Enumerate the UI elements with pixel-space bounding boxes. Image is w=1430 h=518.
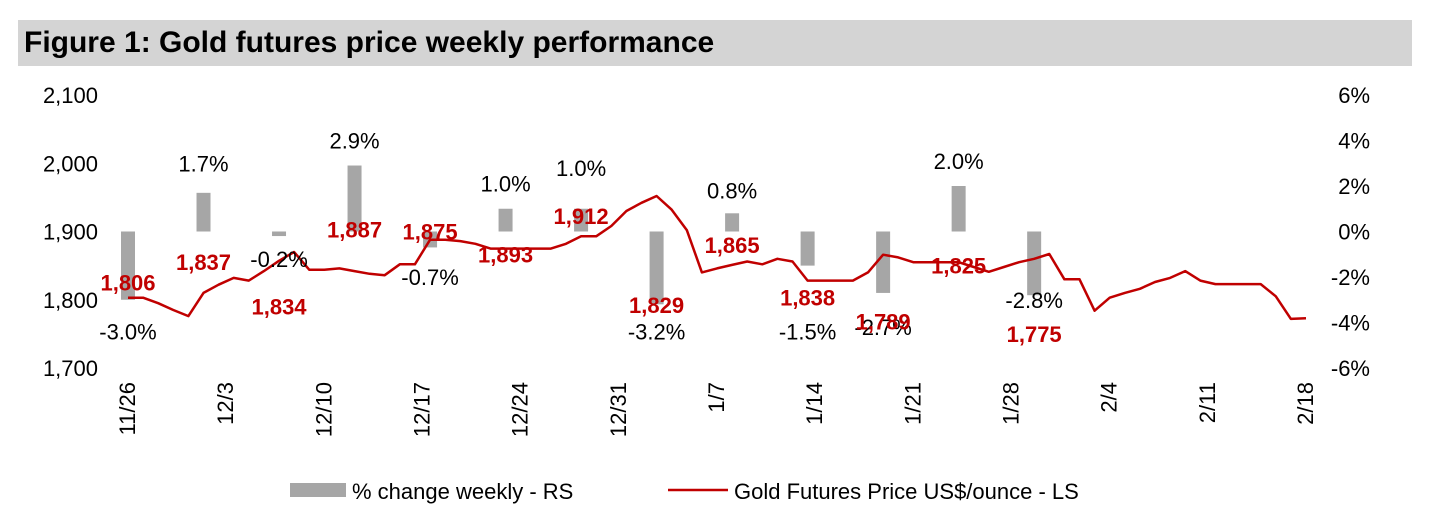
bar-value-label: -2.8% bbox=[1005, 288, 1062, 313]
x-axis-tick-label: 2/18 bbox=[1293, 382, 1318, 425]
bar-value-label: 1.0% bbox=[480, 172, 530, 197]
right-axis-tick-label: 6% bbox=[1338, 83, 1370, 108]
left-axis-tick-label: 2,100 bbox=[43, 83, 98, 108]
right-axis-tick-label: 0% bbox=[1338, 220, 1370, 245]
x-axis-tick-label: 1/14 bbox=[802, 382, 827, 425]
pct-change-bar bbox=[272, 231, 287, 237]
price-value-label: 1,893 bbox=[478, 243, 533, 268]
pct-change-bar bbox=[1027, 231, 1042, 296]
x-axis-tick-label: 12/17 bbox=[410, 382, 435, 437]
price-value-label: 1,837 bbox=[176, 250, 231, 275]
price-value-label: 1,887 bbox=[327, 217, 382, 242]
bar-value-label: 1.0% bbox=[556, 156, 606, 181]
bar-value-label: -3.0% bbox=[99, 320, 156, 345]
x-axis-tick-label: 1/28 bbox=[999, 382, 1024, 425]
x-axis-tick-label: 12/31 bbox=[606, 382, 631, 437]
bar-value-label: 2.9% bbox=[329, 129, 379, 154]
pct-change-bar bbox=[347, 165, 362, 232]
x-axis-tick-label: 1/21 bbox=[900, 382, 925, 425]
legend-line-label: Gold Futures Price US$/ounce - LS bbox=[734, 479, 1079, 504]
price-value-label: 1,834 bbox=[251, 295, 307, 320]
left-axis-tick-label: 1,900 bbox=[43, 220, 98, 245]
x-axis-tick-label: 12/24 bbox=[508, 382, 533, 437]
bar-value-label: -2.7% bbox=[854, 315, 911, 340]
pct-change-bar bbox=[649, 231, 664, 305]
price-value-label: 1,838 bbox=[780, 286, 835, 311]
price-value-label: 1,775 bbox=[1007, 322, 1062, 347]
pct-change-bar bbox=[574, 208, 589, 232]
right-axis-tick-label: 2% bbox=[1338, 174, 1370, 199]
pct-change-bar bbox=[498, 208, 513, 232]
x-axis-tick-label: 1/7 bbox=[704, 382, 729, 413]
figure-title-bar: Figure 1: Gold futures price weekly perf… bbox=[18, 20, 1412, 66]
price-value-label: 1,825 bbox=[931, 254, 986, 279]
right-axis-tick-label: -6% bbox=[1331, 356, 1370, 381]
right-axis-tick-label: -4% bbox=[1331, 311, 1370, 336]
pct-change-bar bbox=[196, 192, 211, 232]
x-axis-tick-label: 2/4 bbox=[1097, 382, 1122, 413]
x-axis-tick-label: 2/11 bbox=[1195, 382, 1220, 423]
left-axis-tick-label: 1,700 bbox=[43, 356, 98, 381]
right-axis-tick-label: 4% bbox=[1338, 129, 1370, 154]
right-axis-tick-label: -2% bbox=[1331, 265, 1370, 290]
bar-value-label: -1.5% bbox=[779, 320, 836, 345]
price-value-label: 1,829 bbox=[629, 293, 684, 318]
pct-change-bar bbox=[951, 186, 966, 232]
x-axis-tick-label: 12/10 bbox=[311, 382, 336, 437]
price-value-label: 1,806 bbox=[100, 271, 155, 296]
price-value-label: 1,789 bbox=[856, 310, 911, 335]
price-value-label: 1,912 bbox=[554, 204, 609, 229]
pct-change-bar bbox=[800, 231, 815, 266]
left-axis-tick-label: 1,800 bbox=[43, 288, 98, 313]
gold-price-line bbox=[128, 194, 1307, 321]
x-axis-tick-label: 11/26 bbox=[115, 382, 140, 435]
pct-change-bar bbox=[725, 213, 740, 232]
bar-value-label: 0.8% bbox=[707, 179, 757, 204]
bar-value-label: -0.2% bbox=[250, 247, 307, 272]
legend-bar-swatch bbox=[290, 483, 346, 497]
legend-bar-label: % change weekly - RS bbox=[352, 479, 573, 504]
pct-change-bar bbox=[876, 231, 891, 293]
bar-value-label: -0.7% bbox=[401, 265, 458, 290]
bar-value-label: -3.2% bbox=[628, 320, 685, 345]
figure-title: Figure 1: Gold futures price weekly perf… bbox=[24, 26, 715, 59]
x-axis-tick-label: 12/3 bbox=[213, 382, 238, 425]
left-axis-tick-label: 2,000 bbox=[43, 151, 98, 176]
bar-value-label: 2.0% bbox=[934, 149, 984, 174]
bar-value-label: 1.7% bbox=[178, 151, 228, 176]
price-value-label: 1,875 bbox=[403, 220, 458, 245]
pct-change-bar bbox=[121, 231, 135, 300]
price-value-label: 1,865 bbox=[705, 233, 760, 258]
